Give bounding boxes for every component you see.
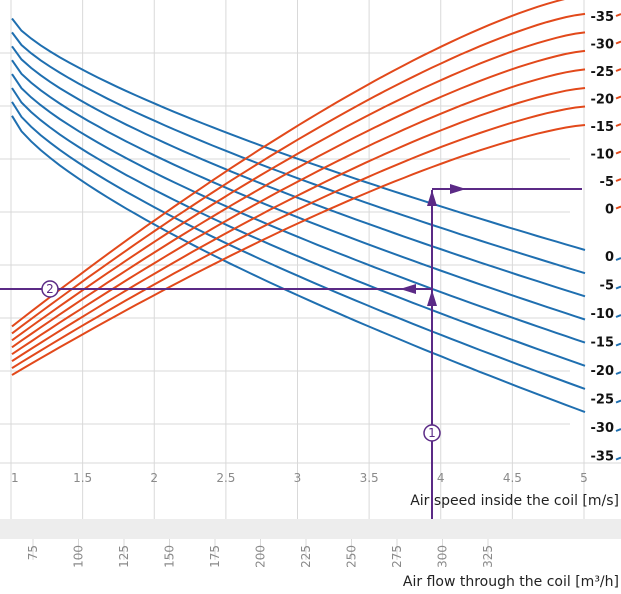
rising-series-line — [11, 31, 586, 342]
falling-series-line — [11, 87, 586, 367]
rising-curve-label: -20 — [591, 93, 615, 108]
falling-curve-label: -10 — [591, 307, 615, 322]
x-tick-label: 4.5 — [503, 471, 522, 485]
rising-label-tick — [615, 178, 621, 182]
rising-series-line — [11, 87, 586, 362]
rising-curve-label: -15 — [591, 120, 615, 135]
marker-arrow-left — [400, 284, 416, 294]
x-tick-label: 3.5 — [360, 471, 379, 485]
marker-arrow-up — [427, 190, 437, 206]
x-tick-label: 1.5 — [73, 471, 92, 485]
x-tick-label: 4 — [437, 471, 445, 485]
falling-series-line — [11, 45, 586, 298]
labels: 1 1.5 2 2.5 3 3.5 4 4.5 575 100 125 150 175 200 225 250… — [11, 10, 621, 568]
x2-tick-label: 300 — [436, 545, 450, 568]
falling-series-line — [11, 59, 586, 321]
rising-label-tick — [615, 68, 621, 72]
falling-label-tick — [615, 428, 621, 432]
x2-tick-label: 175 — [208, 545, 222, 568]
rising-label-tick — [615, 150, 621, 155]
rising-series-line — [11, 12, 586, 335]
marker-number: 2 — [46, 282, 54, 296]
x-tick-label: 1 — [11, 471, 19, 485]
falling-label-tick — [615, 399, 621, 404]
falling-curve-label: 0 — [605, 250, 614, 265]
rising-label-tick — [615, 95, 621, 100]
falling-series-line — [11, 17, 586, 251]
rising-curve-label: -35 — [591, 10, 615, 25]
x2-tick-label: 100 — [72, 545, 86, 568]
markers: 12 — [0, 184, 582, 519]
x2-tick-label: 150 — [163, 545, 177, 568]
falling-curve-label: -15 — [591, 336, 615, 351]
falling-series-line — [11, 101, 586, 390]
rising-series-line — [11, 68, 586, 356]
falling-curve-label: -20 — [591, 364, 615, 379]
curves — [11, 0, 586, 414]
falling-series-line — [11, 73, 586, 344]
rising-series-line — [11, 0, 565, 328]
marker-number: 1 — [428, 426, 436, 440]
rising-curve-label: -10 — [591, 148, 615, 163]
rising-series-line — [11, 49, 586, 349]
falling-curve-label: -25 — [591, 393, 615, 408]
falling-series-line — [11, 115, 586, 414]
x2-axis-label: Air flow through the coil [m³/h] — [403, 574, 619, 590]
falling-curve-label: -35 — [591, 450, 615, 465]
x-tick-label: 2 — [150, 471, 158, 485]
falling-curve-label: -30 — [591, 421, 615, 436]
x2-tick-label: 225 — [299, 545, 313, 568]
x-tick-label: 3 — [294, 471, 302, 485]
rising-label-tick — [615, 40, 621, 45]
falling-label-tick — [615, 342, 621, 347]
x2-tick-label: 200 — [254, 545, 268, 568]
rising-curve-label: 0 — [605, 203, 614, 218]
x-tick-label: 5 — [580, 471, 588, 485]
rising-series-line — [11, 105, 586, 369]
rising-label-tick — [615, 205, 621, 210]
x-axis-label: Air speed inside the coil [m/s] — [410, 493, 619, 509]
x2-tick-label: 275 — [390, 545, 404, 568]
rising-curve-label: -25 — [591, 65, 615, 80]
x-tick-label: 2.5 — [216, 471, 235, 485]
marker-circle — [41, 280, 59, 298]
rising-curve-label: -5 — [600, 175, 614, 190]
falling-label-tick — [615, 257, 621, 261]
x2-tick-label: 125 — [117, 545, 131, 568]
rising-label-tick — [615, 123, 621, 127]
rising-curve-label: -30 — [591, 38, 615, 53]
falling-label-tick — [615, 285, 621, 290]
falling-label-tick — [615, 456, 621, 461]
x2-tick-label: 75 — [26, 545, 40, 560]
falling-label-tick — [615, 371, 621, 375]
falling-label-tick — [615, 314, 621, 318]
falling-curve-label: -5 — [600, 279, 614, 294]
x2-tick-label: 250 — [345, 545, 359, 568]
x2-tick-label: 325 — [481, 545, 495, 568]
x2-axis-band — [0, 519, 621, 539]
rising-series-line — [11, 124, 586, 376]
rising-label-tick — [615, 13, 621, 17]
falling-series-line — [11, 31, 586, 275]
marker-arrow-right — [450, 184, 466, 194]
marker-circle — [423, 424, 441, 442]
marker-arrow-up-mid — [427, 290, 437, 306]
